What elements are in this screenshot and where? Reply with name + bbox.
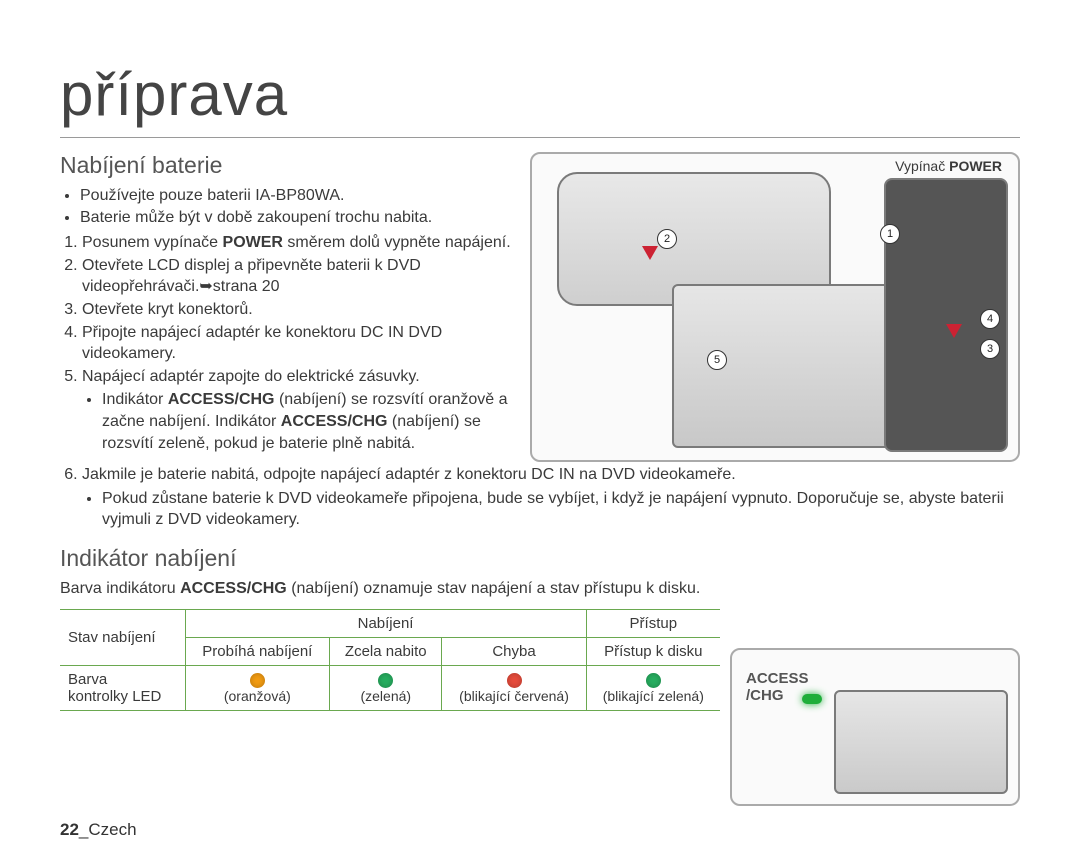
td-error: Chyba bbox=[442, 638, 586, 666]
sub-bold: ACCESS/CHG bbox=[281, 413, 388, 430]
intro-bullets: Používejte pouze baterii IA-BP80WA. Bate… bbox=[60, 185, 512, 228]
callout-2: 2 bbox=[657, 229, 677, 249]
figure-access-chg: ACCESS /CHG bbox=[730, 648, 1020, 806]
led-caption: (blikající zelená) bbox=[603, 688, 704, 704]
page-title: příprava bbox=[60, 60, 1020, 129]
charging-steps-cont: Jakmile je baterie nabitá, odpojte napáj… bbox=[60, 464, 1020, 531]
label-line: /CHG bbox=[746, 687, 784, 704]
td-disk-access: Přístup k disku bbox=[586, 638, 720, 666]
td-led-red: (blikající červená) bbox=[442, 666, 586, 711]
th-access: Přístup bbox=[586, 610, 720, 638]
td-led-orange: (oranžová) bbox=[185, 666, 330, 711]
step-6-sub: Pokud zůstane baterie k DVD videokameře … bbox=[102, 488, 1020, 531]
callout-4: 4 bbox=[980, 309, 1000, 329]
led-dot-icon bbox=[507, 673, 522, 688]
bullet-item: Používejte pouze baterii IA-BP80WA. bbox=[80, 185, 512, 207]
intro-bold: ACCESS/CHG bbox=[180, 580, 287, 597]
step-4: Připojte napájecí adaptér ke konektoru D… bbox=[82, 322, 512, 365]
figure-charging-diagram: Vypínač POWER 2 1 4 3 5 bbox=[530, 152, 1020, 462]
title-divider bbox=[60, 137, 1020, 138]
sub-text: Indikátor bbox=[102, 391, 168, 408]
indicator-intro: Barva indikátoru ACCESS/CHG (nabíjení) o… bbox=[60, 578, 750, 600]
td-led-green-blink: (blikající zelená) bbox=[586, 666, 720, 711]
led-dot-icon bbox=[646, 673, 661, 688]
step-text: Posunem vypínače bbox=[82, 234, 223, 251]
label-bold: POWER bbox=[949, 158, 1002, 174]
step-5-sub: Indikátor ACCESS/CHG (nabíjení) se rozsv… bbox=[102, 389, 512, 454]
arrow-icon bbox=[946, 324, 962, 338]
access-chg-label: ACCESS /CHG bbox=[746, 670, 809, 705]
figure-power-label: Vypínač POWER bbox=[895, 158, 1002, 174]
th-state: Stav nabíjení bbox=[60, 610, 185, 666]
step-3: Otevřete kryt konektorů. bbox=[82, 299, 512, 321]
td-in-progress: Probíhá nabíjení bbox=[185, 638, 330, 666]
arrow-icon bbox=[642, 246, 658, 260]
callout-3: 3 bbox=[980, 339, 1000, 359]
access-chg-led-icon bbox=[802, 694, 822, 704]
callout-1: 1 bbox=[880, 224, 900, 244]
charging-steps: Posunem vypínače POWER směrem dolů vypně… bbox=[60, 232, 512, 454]
label-line: Barva bbox=[68, 671, 107, 688]
led-caption: (blikající červená) bbox=[459, 688, 569, 704]
table-row: Barva kontrolky LED (oranžová) (zelená) … bbox=[60, 666, 720, 711]
footer-page-number: 22 bbox=[60, 820, 79, 839]
led-caption: (zelená) bbox=[360, 688, 411, 704]
step-1: Posunem vypínače POWER směrem dolů vypně… bbox=[82, 232, 512, 254]
section-heading-charging: Nabíjení baterie bbox=[60, 152, 512, 179]
step-text: Napájecí adaptér zapojte do elektrické z… bbox=[82, 368, 420, 385]
step-bold: POWER bbox=[223, 234, 283, 251]
step-6: Jakmile je baterie nabitá, odpojte napáj… bbox=[82, 464, 1020, 531]
td-full: Zcela nabito bbox=[330, 638, 442, 666]
led-caption: (oranžová) bbox=[224, 688, 291, 704]
led-dot-icon bbox=[378, 673, 393, 688]
led-status-table: Stav nabíjení Nabíjení Přístup Probíhá n… bbox=[60, 609, 720, 711]
td-led-color-label: Barva kontrolky LED bbox=[60, 666, 185, 711]
label-line: ACCESS bbox=[746, 670, 809, 687]
intro-text: Barva indikátoru bbox=[60, 580, 180, 597]
footer-lang: Czech bbox=[88, 820, 136, 839]
sub-bold: ACCESS/CHG bbox=[168, 391, 275, 408]
step-5: Napájecí adaptér zapojte do elektrické z… bbox=[82, 366, 512, 454]
callout-5: 5 bbox=[707, 350, 727, 370]
page-footer: 22_Czech bbox=[60, 820, 137, 840]
step-text: směrem dolů vypněte napájení. bbox=[283, 234, 511, 251]
led-dot-icon bbox=[250, 673, 265, 688]
step-text: Jakmile je baterie nabitá, odpojte napáj… bbox=[82, 466, 736, 483]
footer-sep: _ bbox=[79, 820, 88, 839]
table-row: Stav nabíjení Nabíjení Přístup bbox=[60, 610, 720, 638]
intro-text: (nabíjení) oznamuje stav napájení a stav… bbox=[287, 580, 701, 597]
section-heading-indicator: Indikátor nabíjení bbox=[60, 545, 1020, 572]
bullet-item: Baterie může být v době zakoupení trochu… bbox=[80, 207, 512, 229]
label-line: kontrolky LED bbox=[68, 688, 161, 705]
camcorder-small-icon bbox=[834, 690, 1008, 794]
step-2: Otevřete LCD displej a připevněte bateri… bbox=[82, 255, 512, 298]
label-text: Vypínač bbox=[895, 158, 949, 174]
th-charging: Nabíjení bbox=[185, 610, 586, 638]
td-led-green: (zelená) bbox=[330, 666, 442, 711]
